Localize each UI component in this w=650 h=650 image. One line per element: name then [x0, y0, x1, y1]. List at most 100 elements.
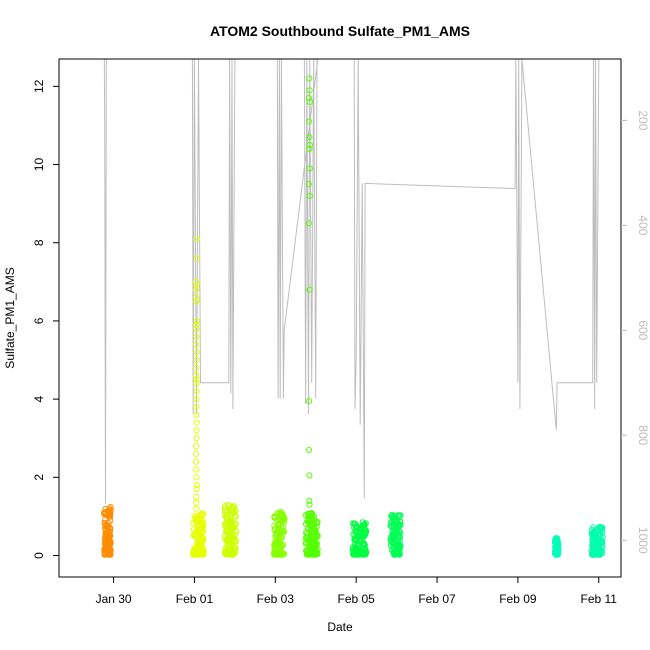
overlay-line — [103, 58, 600, 504]
data-point — [223, 536, 230, 543]
data-point — [352, 531, 359, 539]
data-point — [221, 532, 228, 540]
data-point — [193, 376, 200, 383]
data-point — [357, 551, 364, 558]
data-point — [276, 539, 283, 546]
data-point — [193, 485, 200, 493]
data-point — [395, 512, 402, 519]
data-point — [389, 511, 396, 518]
data-point — [193, 482, 200, 489]
data-point — [193, 380, 200, 387]
data-point — [192, 458, 200, 465]
data-point — [273, 550, 280, 558]
data-point — [232, 531, 239, 538]
data-point — [396, 551, 403, 558]
x-axis: Jan 30 Feb 01 Feb 03 Feb 05 Feb 07 Feb 09 Feb … — [96, 577, 617, 606]
data-point — [193, 341, 200, 348]
data-point — [198, 539, 205, 546]
data-point — [193, 450, 200, 457]
chart-title: ATOM2 Southbound Sulfate_PM1_AMS — [210, 23, 470, 39]
data-point — [305, 220, 312, 227]
data-point — [225, 519, 232, 526]
data-point — [105, 519, 112, 526]
data-point — [193, 325, 200, 332]
data-point — [306, 75, 313, 82]
data-point — [592, 549, 599, 556]
data-point — [193, 372, 200, 379]
data-point — [199, 530, 206, 537]
data-point — [280, 518, 287, 525]
data-point — [359, 550, 367, 557]
plot-frame — [58, 58, 622, 578]
data-point — [230, 538, 238, 545]
data-point — [280, 524, 287, 531]
data-point — [393, 542, 400, 549]
data-point — [309, 549, 316, 556]
data-point — [102, 509, 109, 516]
data-point — [104, 550, 111, 557]
data-point — [352, 520, 359, 528]
data-point — [225, 501, 232, 509]
y-tick-label: 0 — [32, 552, 46, 559]
data-point — [310, 516, 318, 523]
x-tick-label: Feb 09 — [499, 592, 537, 606]
data-point — [597, 534, 604, 541]
y-tick-label: 8 — [32, 239, 46, 246]
data-point — [279, 513, 286, 520]
data-point — [554, 535, 561, 542]
data-point — [388, 512, 395, 519]
x-tick-label: Feb 05 — [337, 592, 375, 606]
data-point — [388, 522, 395, 529]
data-point — [230, 523, 237, 531]
data-point — [190, 547, 197, 554]
data-point — [223, 514, 230, 521]
data-point — [193, 278, 200, 285]
data-point — [193, 356, 200, 364]
data-point — [359, 534, 366, 541]
data-point — [391, 528, 398, 535]
data-point — [102, 526, 109, 533]
y-tick-label: 12 — [32, 79, 46, 93]
data-point — [306, 118, 313, 125]
data-point — [272, 533, 279, 540]
y-tick-label: 6 — [32, 317, 46, 324]
data-point — [305, 181, 312, 188]
data-point — [308, 525, 315, 532]
data-point — [306, 165, 313, 172]
data-point — [306, 398, 313, 405]
data-point — [306, 497, 313, 504]
data-point — [362, 527, 369, 534]
data-point — [596, 523, 603, 530]
data-point — [193, 255, 200, 262]
data-point — [102, 549, 109, 556]
data-point — [193, 349, 200, 356]
x-tick-label: Jan 30 — [96, 592, 132, 606]
data-point — [306, 98, 313, 106]
data-point — [101, 519, 108, 527]
data-point — [199, 549, 206, 556]
data-point — [193, 317, 200, 324]
x-tick-label: Feb 03 — [257, 592, 295, 606]
data-point — [227, 507, 235, 514]
data-point — [101, 516, 109, 523]
data-point — [396, 534, 403, 541]
data-point — [306, 501, 313, 508]
right-tick-label: 200 — [636, 110, 650, 130]
data-point — [221, 505, 228, 512]
data-point — [393, 537, 400, 544]
data-point — [193, 396, 200, 403]
data-point — [305, 524, 312, 531]
y-tick-label: 4 — [32, 395, 46, 402]
data-point — [193, 419, 200, 426]
data-point — [193, 411, 200, 418]
data-point — [221, 508, 229, 515]
data-point — [102, 530, 109, 537]
data-point — [304, 517, 311, 525]
data-point — [192, 551, 199, 558]
data-point — [590, 524, 597, 531]
data-point — [192, 442, 200, 450]
right-axis: 200 400 600 800 1000 — [621, 110, 650, 554]
data-point — [226, 530, 233, 537]
